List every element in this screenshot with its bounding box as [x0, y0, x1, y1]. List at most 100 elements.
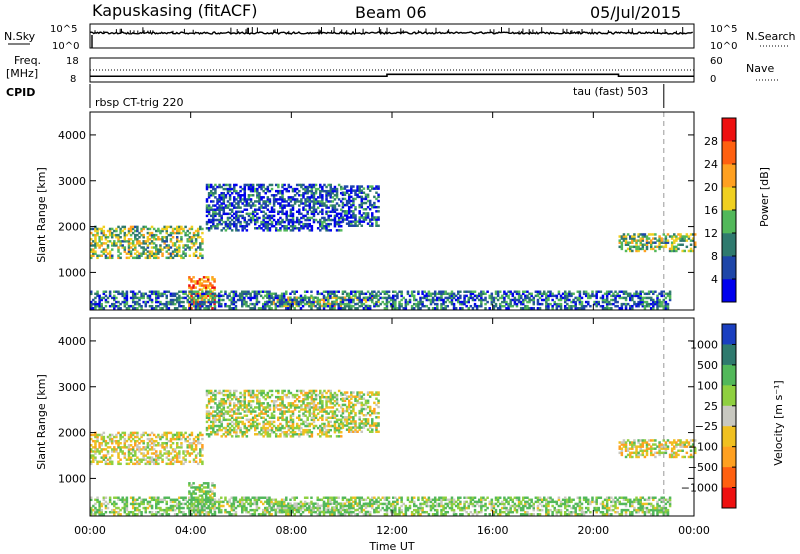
velocity-cell — [180, 441, 183, 445]
velocity-cell — [148, 458, 152, 461]
power-cell — [331, 204, 335, 207]
power-cell — [295, 220, 299, 224]
power-cell — [226, 227, 230, 230]
power-cell — [272, 198, 276, 201]
power-cell — [316, 298, 319, 302]
velocity-cell — [337, 428, 341, 432]
power-cell — [138, 254, 141, 258]
power-cell — [113, 296, 116, 300]
power-cell — [511, 304, 515, 308]
power-cell — [545, 300, 548, 304]
power-cell — [327, 218, 330, 222]
power-cell — [264, 206, 267, 209]
power-cell — [301, 304, 305, 308]
power-cell — [360, 302, 364, 306]
power-cell — [549, 290, 552, 293]
velocity-cell — [94, 448, 97, 451]
velocity-cell — [308, 391, 312, 395]
velocity-cell — [352, 409, 355, 413]
velocity-cell — [115, 439, 118, 443]
power-cell — [96, 290, 99, 293]
power-cell — [213, 298, 216, 302]
velocity-cell — [218, 428, 221, 432]
power-cell — [404, 307, 408, 310]
power-cell — [373, 304, 376, 308]
power-cell — [507, 304, 510, 308]
power-cell — [398, 290, 401, 293]
power-cell — [662, 290, 666, 293]
power-cell — [268, 200, 272, 203]
power-cell — [339, 212, 343, 216]
velocity-cell — [157, 433, 160, 437]
velocity-cell — [200, 488, 204, 491]
velocity-cell — [188, 452, 192, 455]
power-cell — [350, 214, 353, 217]
power-cell — [209, 194, 213, 197]
velocity-cell — [354, 424, 357, 427]
velocity-cell — [298, 435, 301, 438]
power-cell — [92, 252, 95, 255]
power-cell — [312, 208, 316, 211]
power-cell — [182, 229, 185, 233]
power-cell — [303, 298, 307, 302]
velocity-cell — [331, 395, 335, 399]
power-cell — [235, 198, 238, 201]
velocity-cell — [237, 397, 240, 401]
velocity-cell — [222, 414, 226, 417]
power-cell — [356, 195, 359, 199]
power-cell — [356, 187, 359, 190]
velocity-cell — [245, 418, 249, 422]
power-cell — [291, 189, 295, 193]
velocity-cell — [222, 412, 226, 415]
power-cell — [212, 216, 215, 220]
velocity-cell — [198, 498, 202, 502]
velocity-cell — [245, 408, 249, 411]
power-cell — [146, 296, 150, 300]
power-cell — [261, 304, 265, 308]
power-cell — [446, 304, 450, 308]
power-cell — [436, 307, 439, 310]
velocity-cell — [205, 412, 209, 415]
power-cell — [306, 222, 309, 226]
velocity-cell — [173, 448, 177, 451]
velocity-cell — [335, 420, 339, 424]
power-cell — [226, 204, 230, 207]
velocity-cell — [323, 389, 326, 393]
power-cell — [319, 222, 322, 226]
velocity-cell — [333, 404, 337, 407]
power-cell — [660, 292, 663, 296]
power-cell — [331, 200, 335, 203]
power-cell — [582, 290, 586, 293]
power-cell — [155, 292, 158, 296]
power-cell — [660, 239, 663, 242]
power-cell — [350, 185, 353, 188]
velocity-cell — [226, 430, 230, 434]
velocity-cell — [364, 399, 368, 403]
power-cell — [505, 307, 508, 310]
power-cell — [350, 292, 353, 296]
velocity-cell — [186, 439, 189, 443]
power-cell — [150, 254, 154, 258]
freq-label-line1: Freq. — [14, 54, 41, 67]
power-cell — [675, 237, 678, 240]
power-cell — [587, 294, 590, 298]
velocity-cell — [207, 500, 210, 504]
power-cell — [358, 212, 361, 215]
velocity-cell — [260, 416, 263, 420]
power-cell — [207, 194, 211, 197]
power-cell — [524, 307, 527, 310]
velocity-cell — [201, 448, 204, 451]
power-cell — [396, 294, 399, 298]
velocity-cell — [182, 462, 185, 466]
power-cell — [188, 238, 192, 241]
velocity-cell — [184, 454, 187, 457]
velocity-cell — [281, 412, 284, 415]
power-cell — [228, 216, 232, 220]
power-cell — [465, 304, 468, 308]
velocity-cell — [281, 397, 284, 401]
power-cell — [656, 296, 659, 300]
power-cell — [319, 191, 322, 195]
velocity-cell — [368, 424, 372, 427]
velocity-cell — [274, 406, 278, 409]
velocity-cell — [138, 446, 141, 449]
